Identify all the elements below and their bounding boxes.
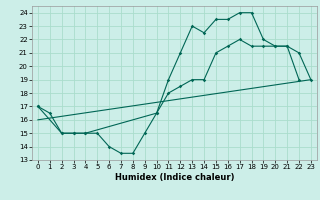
X-axis label: Humidex (Indice chaleur): Humidex (Indice chaleur) [115, 173, 234, 182]
